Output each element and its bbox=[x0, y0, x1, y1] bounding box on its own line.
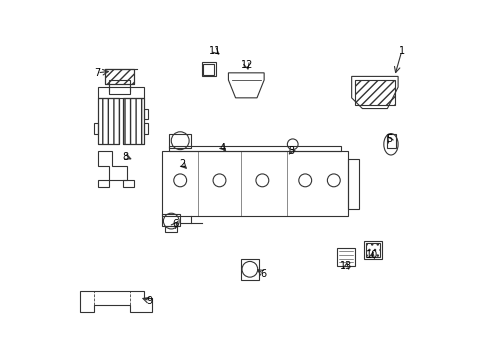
Text: 5: 5 bbox=[385, 134, 391, 144]
Text: 13: 13 bbox=[340, 261, 352, 271]
Text: 4: 4 bbox=[220, 143, 225, 153]
Bar bbox=[162, 152, 347, 216]
Bar bbox=[364, 241, 381, 258]
Bar bbox=[201, 62, 216, 76]
Text: 2: 2 bbox=[179, 159, 185, 169]
Text: 11: 11 bbox=[209, 46, 221, 56]
Bar bbox=[123, 180, 134, 187]
Bar bbox=[98, 98, 119, 144]
Bar bbox=[169, 146, 340, 152]
Bar bbox=[169, 134, 190, 148]
Bar bbox=[144, 123, 148, 134]
Bar bbox=[162, 214, 180, 226]
Bar bbox=[347, 158, 358, 208]
Bar bbox=[144, 109, 148, 119]
Bar bbox=[98, 87, 144, 98]
Bar bbox=[354, 80, 394, 105]
Text: 6: 6 bbox=[172, 219, 179, 229]
Bar bbox=[94, 123, 98, 134]
Bar bbox=[123, 98, 144, 144]
Bar bbox=[386, 134, 395, 148]
Text: 8: 8 bbox=[122, 152, 129, 162]
Bar bbox=[98, 180, 108, 187]
Bar bbox=[105, 69, 134, 84]
Text: 1: 1 bbox=[398, 46, 404, 57]
Text: 12: 12 bbox=[240, 60, 252, 69]
Text: 10: 10 bbox=[366, 250, 378, 260]
Bar bbox=[98, 98, 119, 144]
Text: 6: 6 bbox=[260, 269, 266, 279]
Bar bbox=[105, 69, 134, 84]
Text: 7: 7 bbox=[94, 68, 100, 78]
Bar bbox=[203, 64, 214, 75]
Bar bbox=[365, 243, 380, 257]
Bar bbox=[337, 248, 354, 266]
Text: 9: 9 bbox=[146, 296, 153, 306]
Bar bbox=[165, 226, 177, 232]
Bar bbox=[241, 258, 258, 280]
Text: 3: 3 bbox=[287, 147, 293, 157]
Bar bbox=[123, 98, 144, 144]
Bar bbox=[108, 80, 130, 94]
